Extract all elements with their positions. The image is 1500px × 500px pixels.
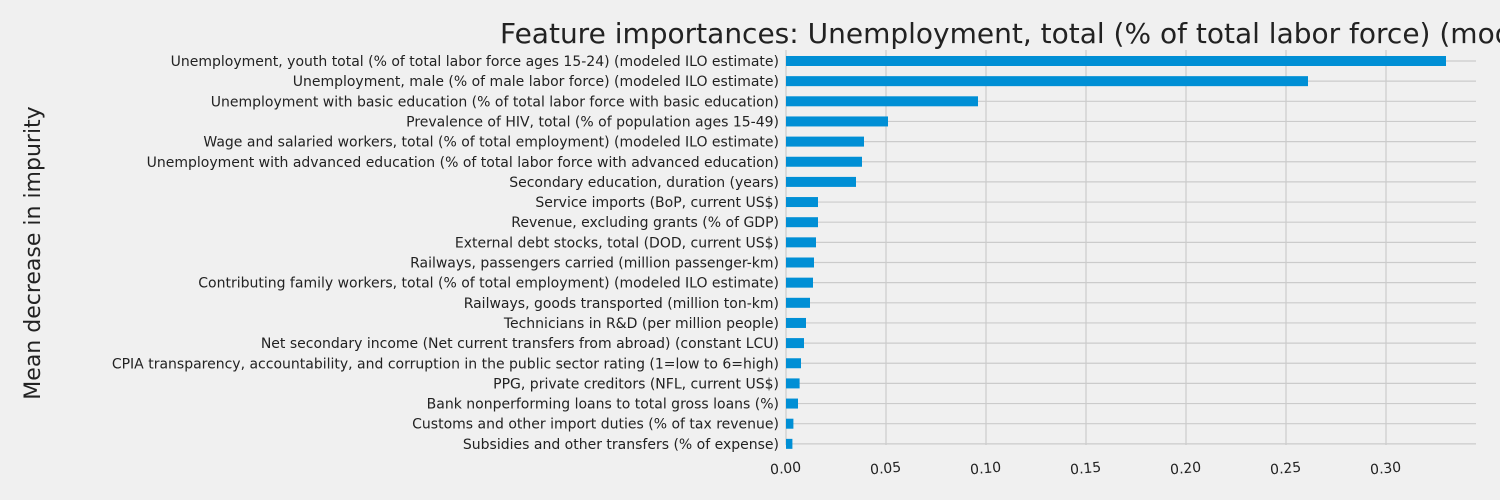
category-label-layer: Unemployment, youth total (% of total la…: [112, 54, 779, 453]
y-axis-label: Mean decrease in impurity: [21, 106, 46, 399]
category-label: External debt stocks, total (DOD, curren…: [455, 235, 779, 251]
bar: [786, 317, 806, 328]
category-label: Railways, passengers carried (million pa…: [410, 256, 779, 272]
bar: [786, 237, 816, 248]
category-label: Wage and salaried workers, total (% of t…: [203, 135, 779, 151]
category-label: Unemployment with basic education (% of …: [211, 94, 779, 110]
bar: [786, 438, 793, 449]
category-label: Customs and other import duties (% of ta…: [412, 417, 779, 433]
bar: [786, 398, 798, 409]
category-label: Service imports (BoP, current US$): [535, 195, 779, 211]
x-tick-label: 0.10: [969, 460, 1001, 479]
category-label: Prevalence of HIV, total (% of populatio…: [406, 114, 779, 130]
category-label: Net secondary income (Net current transf…: [261, 336, 779, 352]
category-label: Unemployment, male (% of male labor forc…: [293, 74, 779, 90]
bar: [786, 156, 862, 167]
bar: [786, 96, 978, 107]
category-label: Unemployment with advanced education (% …: [147, 155, 779, 171]
category-label: Unemployment, youth total (% of total la…: [171, 54, 779, 70]
category-label: Railways, goods transported (million ton…: [464, 296, 779, 312]
category-label: Secondary education, duration (years): [509, 175, 779, 191]
chart-title: Feature importances: Unemployment, total…: [500, 17, 1500, 50]
bar: [786, 418, 794, 429]
x-tick-label: 0.05: [869, 460, 901, 479]
x-tick-label: 0.15: [1069, 460, 1101, 479]
bar: [786, 338, 804, 349]
bar: [786, 217, 818, 228]
bar: [786, 257, 814, 268]
bar: [786, 358, 801, 369]
bar: [786, 277, 813, 288]
bar: [786, 197, 818, 208]
bar: [786, 297, 810, 308]
x-tick-layer: 0.00 0.05 0.10 0.15 0.20 0.25 0.30: [769, 460, 1401, 479]
bar: [786, 76, 1308, 87]
x-tick-label: 0.00: [769, 460, 801, 479]
category-label: PPG, private creditors (NFL, current US$…: [493, 376, 779, 392]
bar: [786, 378, 800, 389]
category-label: Technicians in R&D (per million people): [503, 316, 779, 332]
bar: [786, 116, 888, 127]
bar: [786, 176, 856, 187]
bar: [786, 136, 864, 147]
category-label: Revenue, excluding grants (% of GDP): [511, 215, 779, 231]
bar-layer: [786, 56, 1446, 449]
category-label: Contributing family workers, total (% of…: [198, 276, 779, 292]
x-tick-label: 0.20: [1169, 460, 1201, 479]
bar: [786, 56, 1446, 66]
x-tick-label: 0.25: [1269, 460, 1301, 479]
category-label: Subsidies and other transfers (% of expe…: [463, 437, 779, 453]
x-tick-label: 0.30: [1369, 460, 1401, 479]
category-label: CPIA transparency, accountability, and c…: [112, 356, 779, 372]
category-label: Bank nonperforming loans to total gross …: [427, 397, 779, 413]
